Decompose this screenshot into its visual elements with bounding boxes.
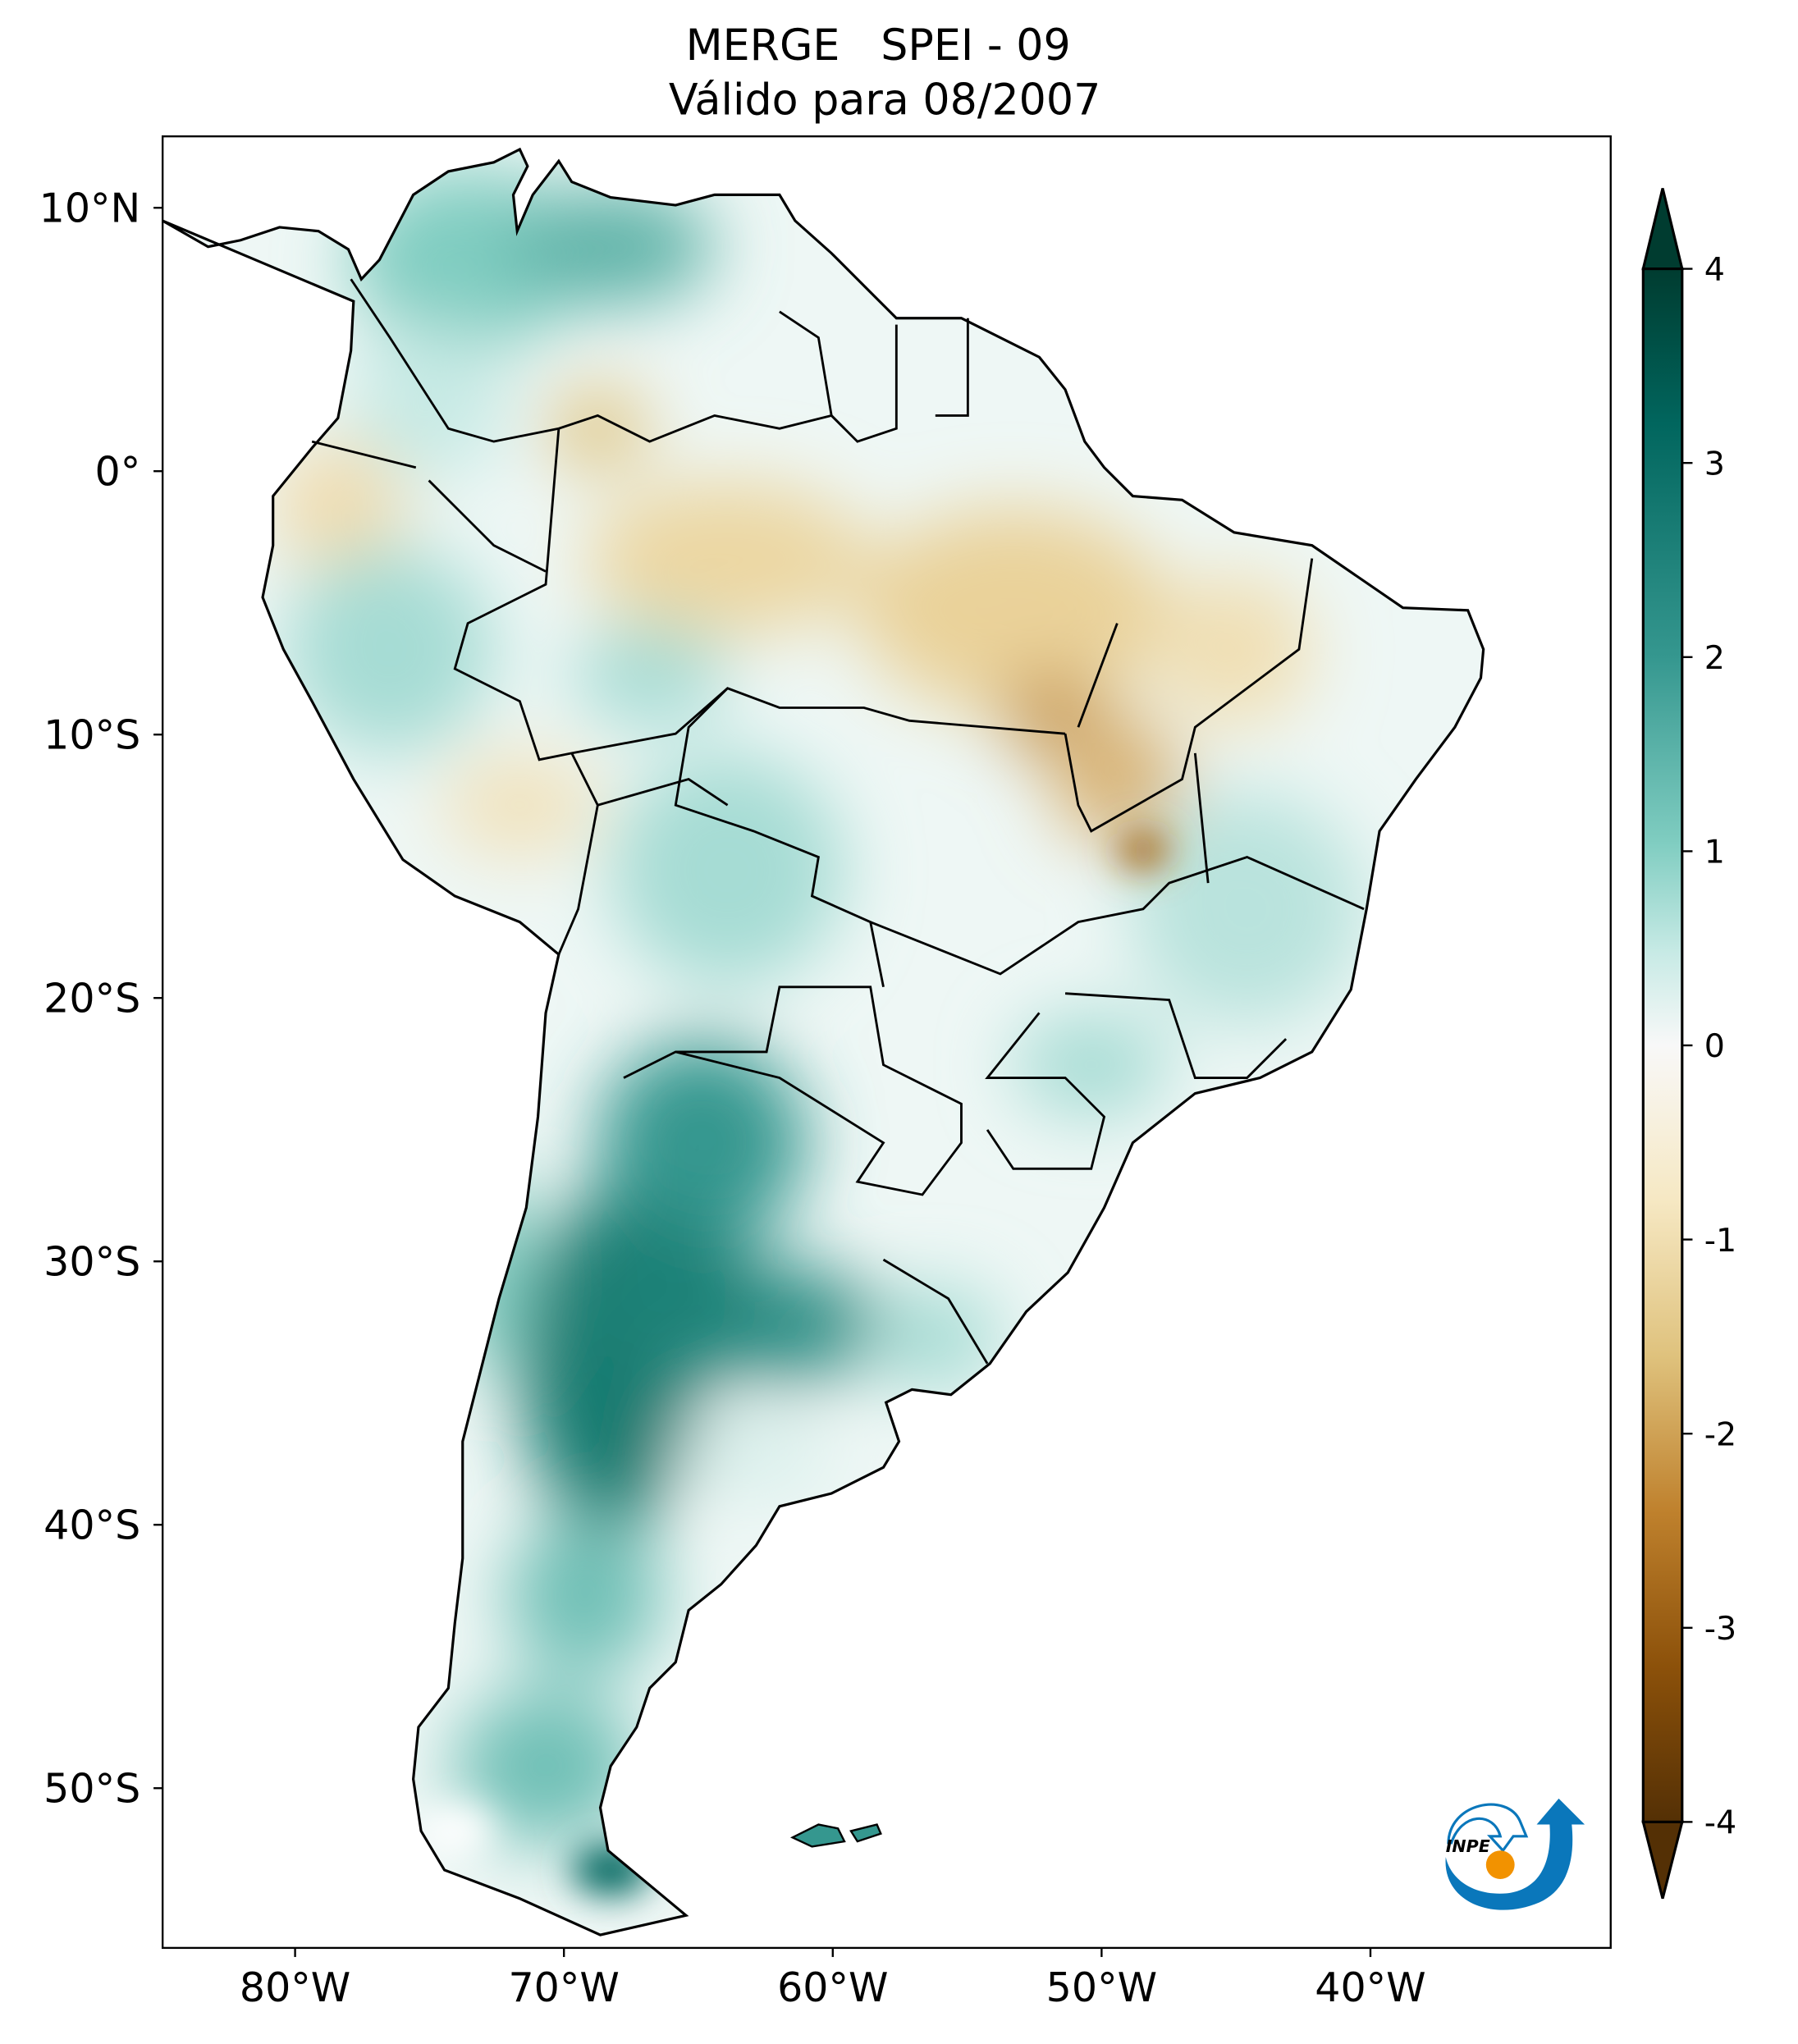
country-borders (311, 278, 1365, 1365)
lon-tick-label: 60°W (777, 1964, 888, 2011)
colorbar-extend-top (1641, 188, 1684, 271)
lat-tick-label: 40°S (43, 1502, 140, 1549)
lat-tick-label: 30°S (43, 1238, 140, 1286)
colorbar-tick-label: 0 (1704, 1027, 1725, 1065)
map-title-line1: MERGE SPEI - 09 (686, 21, 1071, 71)
lat-tick-label: 50°S (43, 1765, 140, 1813)
longitude-axis: 80°W 70°W 60°W 50°W 40°W (240, 1947, 1426, 2011)
lon-tick-label: 80°W (240, 1964, 350, 2011)
colorbar-gradient (1641, 268, 1684, 1823)
inpe-logo: INPE (1445, 1798, 1585, 1910)
lat-tick-label: 20°S (43, 975, 140, 1022)
map-frame (161, 135, 1612, 1950)
colorbar-extend-bottom (1641, 1820, 1684, 1900)
colorbar-tick-label: -1 (1704, 1222, 1736, 1260)
falkland-islands (789, 1823, 882, 1848)
map-area (162, 136, 1611, 1948)
south-america-coastline (162, 147, 1485, 1937)
lat-tick-label: 0° (95, 448, 141, 496)
colorbar-tick-label: 1 (1704, 834, 1725, 871)
colorbar: 4 3 2 1 0 -1 -2 -3 -4 (1641, 188, 1736, 1900)
lat-tick-label: 10°N (39, 185, 141, 232)
lat-tick-label: 10°S (43, 711, 140, 759)
lon-tick-label: 50°W (1046, 1964, 1157, 2011)
lon-tick-label: 40°W (1315, 1964, 1425, 2011)
inpe-logo-text: INPE (1446, 1836, 1490, 1856)
colorbar-tick-label: -2 (1704, 1415, 1736, 1453)
lon-tick-label: 70°W (508, 1964, 619, 2011)
latitude-axis: 10°N 0° 10°S 20°S 30°S 40°S 50°S (39, 185, 163, 1813)
colorbar-tick-label: 4 (1704, 251, 1725, 289)
colorbar-tick-label: -4 (1704, 1804, 1736, 1842)
colorbar-tick-label: 2 (1704, 639, 1725, 677)
colorbar-tick-label: 3 (1704, 445, 1725, 482)
colorbar-tick-label: -3 (1704, 1610, 1736, 1648)
map-title-line2: Válido para 08/2007 (669, 75, 1101, 125)
